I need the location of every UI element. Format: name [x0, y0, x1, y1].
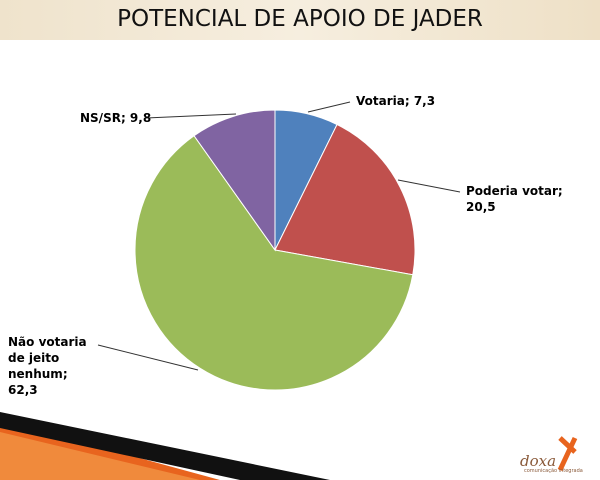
decor-stripe	[0, 412, 330, 480]
logo-tagline: comunicação integrada	[524, 468, 583, 474]
leader-line	[145, 113, 237, 119]
chart-title: POTENCIAL DE APOIO DE JADER	[117, 6, 483, 32]
data-label: Votaria; 7,3	[356, 94, 436, 108]
data-label: Poderia votar; 20,5	[466, 184, 563, 214]
logo-mark	[557, 436, 578, 472]
pie-slice	[134, 135, 414, 391]
data-label: Não votaria de jeito nenhum; 62,3	[8, 335, 87, 397]
logo-name: doxa	[520, 452, 557, 470]
pie-slice	[193, 109, 276, 252]
pie-slice	[274, 123, 416, 276]
decor-stripe	[0, 432, 200, 480]
title-band	[0, 0, 600, 40]
data-label: NS/SR; 9,8	[80, 111, 152, 125]
leader-line	[397, 179, 461, 193]
leader-line	[97, 344, 199, 371]
leader-line	[307, 101, 351, 113]
